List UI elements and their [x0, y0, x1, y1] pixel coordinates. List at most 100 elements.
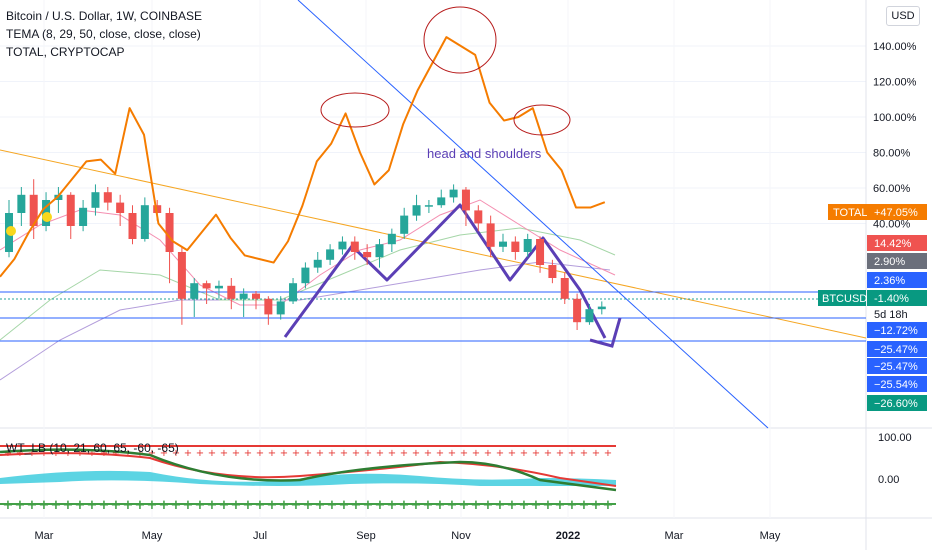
candle-body: [326, 249, 335, 260]
price-tag-bg: [867, 204, 927, 220]
osc-plus-green: +: [375, 498, 386, 513]
osc-plus-green: +: [387, 498, 398, 513]
time-axis[interactable]: Mar May Jul Sep Nov 2022 Mar May: [35, 530, 781, 542]
candle-body: [536, 239, 545, 265]
candle-body: [523, 239, 532, 252]
osc-plus-green: +: [87, 498, 98, 513]
price-tags: TOTAL +47.05% 14.42% 2.90% 2.36% 5d 18h −12.72…: [818, 204, 927, 411]
y-tick-label: 60.00%: [873, 183, 911, 195]
osc-plus-red: +: [424, 448, 432, 459]
osc-plus-red: +: [544, 448, 552, 459]
candle-body: [190, 283, 199, 299]
candle-body: [276, 301, 285, 315]
osc-plus-red: +: [508, 448, 516, 459]
osc-plus-green: +: [447, 498, 458, 513]
osc-plus-green: +: [399, 498, 410, 513]
indicator-tema-label[interactable]: TEMA (8, 29, 50, close, close, close): [6, 27, 201, 41]
osc-plus-green: +: [483, 498, 494, 513]
osc-plus-green: +: [75, 498, 86, 513]
trend-lines: [0, 0, 867, 429]
osc-plus-red: +: [244, 448, 252, 459]
candle-body: [350, 241, 359, 252]
osc-plus-green: +: [51, 498, 62, 513]
osc-wave-green: [0, 448, 617, 492]
total-name-bg: [828, 204, 868, 220]
candle-body: [424, 205, 433, 207]
price-tag-label: 2.90%: [874, 256, 905, 268]
candle-body: [91, 192, 100, 208]
osc-plus-green: +: [255, 498, 266, 513]
osc-plus-red: +: [340, 448, 348, 459]
btcusd-candles[interactable]: [5, 179, 606, 330]
osc-plus-green: +: [363, 498, 374, 513]
x-tick-label: Sep: [356, 530, 376, 542]
osc-plus-green: +: [27, 498, 38, 513]
osc-tick-label: 0.00: [878, 474, 899, 486]
osc-plus-red: +: [4, 448, 12, 459]
osc-plus-green: +: [351, 498, 362, 513]
osc-plus-red: +: [556, 448, 564, 459]
indicator-total-label[interactable]: TOTAL, CRYPTOCAP: [6, 45, 125, 59]
price-tag-label: 2.36%: [874, 275, 905, 287]
candle-body: [29, 194, 38, 226]
candle-body: [252, 293, 260, 299]
osc-plus-green: +: [207, 498, 218, 513]
candle-body: [474, 210, 483, 224]
candle-body: [313, 259, 322, 268]
candle-body: [560, 278, 569, 299]
osc-plus-red: +: [472, 448, 480, 459]
osc-plus-green: +: [135, 498, 146, 513]
y-tick-label: 140.00%: [873, 41, 917, 53]
osc-wave-red: [0, 452, 617, 487]
osc-plus-green: +: [39, 498, 50, 513]
osc-plus-red: +: [400, 448, 408, 459]
x-tick-label: May: [760, 530, 781, 542]
candle-body: [227, 285, 236, 299]
x-tick-label: Nov: [451, 530, 471, 542]
price-tag-label: 14.42%: [874, 238, 912, 250]
candle-body: [214, 285, 223, 289]
price-tag-label: +47.05%: [874, 207, 918, 219]
candle-body: [177, 252, 186, 299]
osc-plus-green: +: [495, 498, 506, 513]
candle-body: [79, 207, 88, 226]
price-tag-bg: [867, 272, 927, 288]
btcusd-name-bg: [818, 290, 866, 306]
osc-plus-red: +: [448, 448, 456, 459]
price-tag-label: −25.47%: [874, 361, 918, 373]
osc-plus-red: +: [184, 448, 192, 459]
total-line[interactable]: [0, 36, 606, 278]
y-tick-label: 100.00%: [873, 112, 917, 124]
x-tick-label: Mar: [665, 530, 684, 542]
osc-plus-red: +: [208, 448, 216, 459]
price-tag-bg: [867, 253, 927, 269]
candle-body: [486, 223, 495, 247]
candle-body: [437, 197, 446, 206]
candle-body: [400, 215, 409, 234]
osc-plus-red: +: [280, 448, 288, 459]
osc-plus-red: +: [268, 448, 276, 459]
osc-plus-green: +: [315, 498, 326, 513]
osc-plus-red: +: [304, 448, 312, 459]
osc-plus-green: +: [507, 498, 518, 513]
candle-body: [202, 283, 211, 289]
candle-body: [116, 202, 125, 213]
price-tag-bg: [867, 341, 927, 357]
signal-dot: [42, 212, 52, 222]
price-axis[interactable]: 140.00% 120.00% 100.00% 80.00% 60.00% 40.00%: [873, 41, 917, 231]
osc-plus-green: +: [327, 498, 338, 513]
oscillator-pane: 100.000.00++++++++++++++++++++++++++++++…: [0, 432, 912, 513]
osc-plus-red: +: [220, 448, 228, 459]
osc-plus-red: +: [160, 448, 168, 459]
osc-plus-red: +: [376, 448, 384, 459]
osc-plus-green: +: [279, 498, 290, 513]
candle-body: [461, 189, 470, 211]
chart-title: Bitcoin / U.S. Dollar, 1W, COINBASE: [6, 9, 203, 23]
osc-plus-red: +: [604, 448, 612, 459]
osc-plus-green: +: [531, 498, 542, 513]
currency-button[interactable]: USD: [886, 6, 920, 26]
osc-plus-red: +: [112, 448, 120, 459]
osc-plus-red: +: [568, 448, 576, 459]
